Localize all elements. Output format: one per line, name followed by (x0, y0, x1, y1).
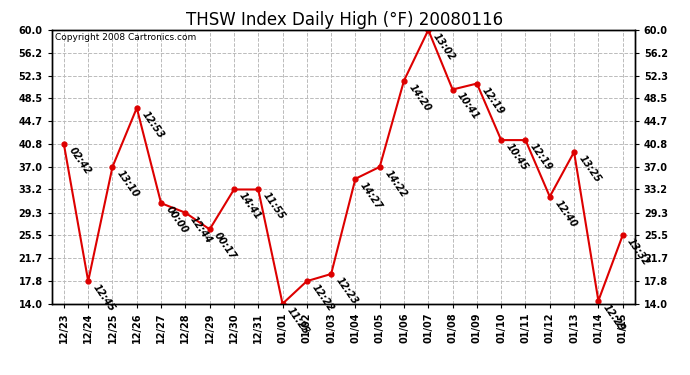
Text: 12:19: 12:19 (480, 85, 506, 116)
Text: 00:00: 00:00 (164, 205, 190, 236)
Text: 14:20: 14:20 (407, 82, 433, 113)
Text: 12:22: 12:22 (310, 282, 335, 314)
Text: THSW Index Daily High (°F) 20080116: THSW Index Daily High (°F) 20080116 (186, 11, 504, 29)
Text: 14:41: 14:41 (237, 191, 263, 222)
Text: 00:17: 00:17 (213, 231, 238, 262)
Text: 10:45: 10:45 (504, 141, 530, 172)
Text: 12:53: 12:53 (139, 110, 166, 140)
Text: 02:42: 02:42 (67, 146, 92, 177)
Text: 12:45: 12:45 (91, 282, 117, 314)
Text: 12:23: 12:23 (334, 275, 359, 306)
Text: 14:27: 14:27 (358, 180, 384, 211)
Text: 13:02: 13:02 (431, 32, 457, 62)
Text: Copyright 2008 Cartronics.com: Copyright 2008 Cartronics.com (55, 33, 196, 42)
Text: 13:32: 13:32 (625, 237, 651, 268)
Text: 14:22: 14:22 (382, 168, 408, 199)
Text: 11:25: 11:25 (286, 305, 311, 336)
Text: 13:10: 13:10 (115, 168, 141, 199)
Text: 11:55: 11:55 (261, 191, 287, 222)
Text: 10:41: 10:41 (455, 91, 482, 122)
Text: 13:25: 13:25 (577, 153, 603, 184)
Text: 12:44: 12:44 (188, 214, 214, 245)
Text: 12:19: 12:19 (529, 141, 554, 172)
Text: 12:40: 12:40 (553, 198, 578, 229)
Text: 12:29: 12:29 (601, 302, 627, 333)
